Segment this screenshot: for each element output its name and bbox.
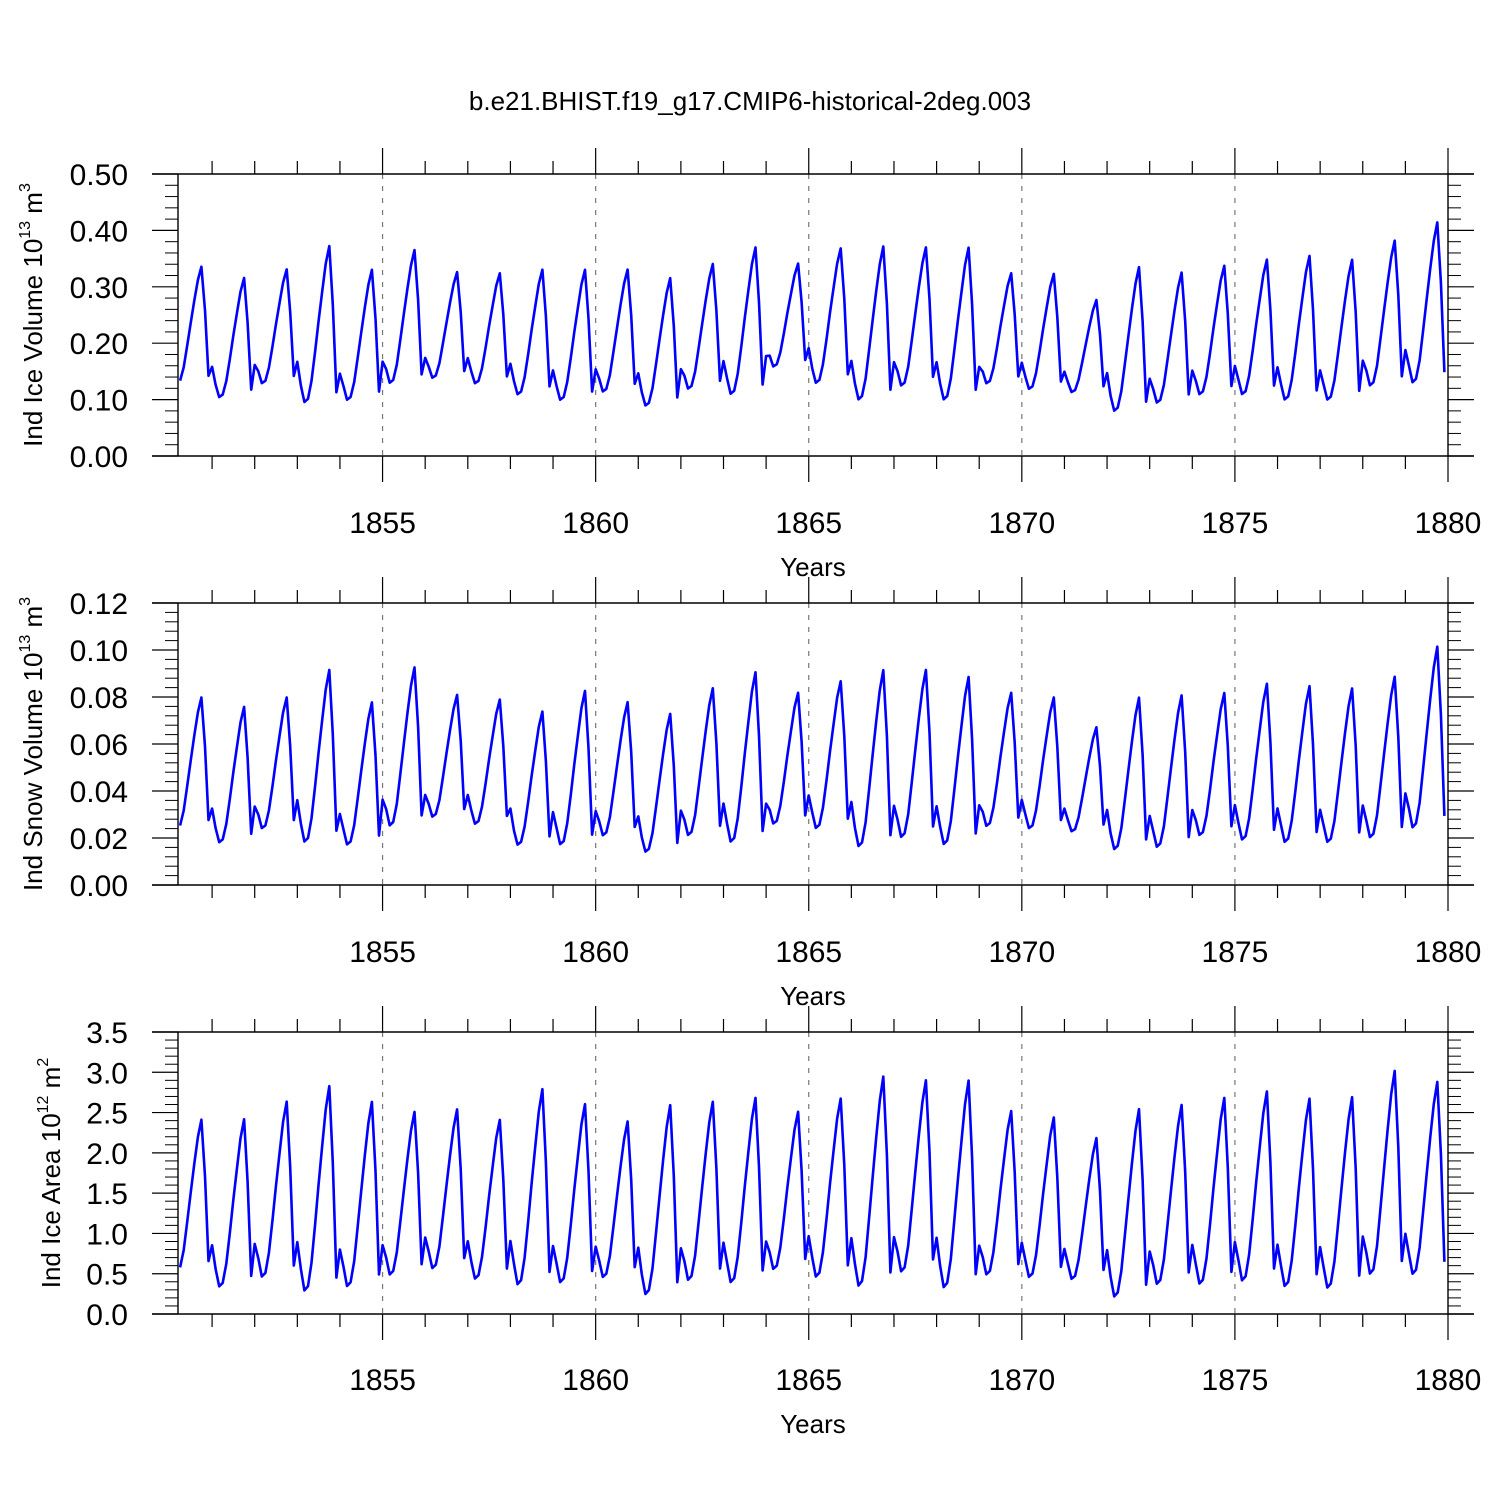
x-tick-label-1870: 1870	[988, 1364, 1055, 1397]
y-tick-label-1: 0.10	[70, 385, 128, 418]
x-tick-label-1865: 1865	[775, 936, 842, 969]
x-tick-label-1880: 1880	[1415, 936, 1482, 969]
x-tick-label-1860: 1860	[562, 507, 629, 540]
x-axis-title: Years	[780, 1409, 846, 1439]
y-tick-label-5: 0.10	[70, 635, 128, 668]
y-tick-label-0: 0.00	[70, 870, 128, 903]
y-tick-label-2: 1.0	[86, 1218, 128, 1251]
y-tick-label-4: 2.0	[86, 1138, 128, 1171]
x-axis-title: Years	[780, 981, 846, 1011]
panel-snow-volume: 1855 1860 1865 1870 1875 1880 Years 0.00 0.02 0.0…	[17, 577, 1481, 1011]
y-tick-label-4: 0.40	[70, 215, 128, 248]
panel-ice-area-content: 1855 1860 1865 1870 1875 1880 Years 0.0 0.5 1.0 1.…	[35, 1006, 1481, 1439]
y-tick-label-7: 3.5	[86, 1017, 128, 1050]
x-tick-label-1875: 1875	[1202, 507, 1269, 540]
x-tick-label-1870: 1870	[988, 936, 1055, 969]
panel-snow-volume-content: 1855 1860 1865 1870 1875 1880 Years 0.00 0.02 0.0…	[17, 577, 1481, 1011]
y-tick-label-5: 0.50	[70, 159, 128, 192]
x-tick-label-1880: 1880	[1415, 507, 1482, 540]
y-tick-label-4: 0.08	[70, 682, 128, 715]
y-tick-label-1: 0.02	[70, 823, 128, 856]
y-tick-label-1: 0.5	[86, 1259, 128, 1292]
y-axis-title: Ind Ice Area 1012 m2	[35, 1058, 66, 1289]
x-tick-label-1855: 1855	[349, 936, 416, 969]
x-tick-label-1860: 1860	[562, 1364, 629, 1397]
y-tick-label-3: 1.5	[86, 1178, 128, 1211]
y-tick-label-2: 0.20	[70, 328, 128, 361]
x-tick-label-1865: 1865	[775, 1364, 842, 1397]
y-tick-label-0: 0.0	[86, 1299, 128, 1332]
panel-ice-volume-content: 1855 1860 1865 1870 1875 1880 Years 0.00 0.10 0.2…	[17, 148, 1481, 582]
y-tick-label-6: 3.0	[86, 1057, 128, 1090]
x-tick-label-1875: 1875	[1202, 1364, 1269, 1397]
series-line	[178, 221, 1446, 412]
x-tick-label-1865: 1865	[775, 507, 842, 540]
x-tick-label-1870: 1870	[988, 507, 1055, 540]
y-axis-title: Ind Ice Volume 1013 m3	[17, 183, 48, 447]
page-title: b.e21.BHIST.f19_g17.CMIP6-historical-2de…	[469, 86, 1031, 116]
y-tick-label-2: 0.04	[70, 776, 128, 809]
y-tick-label-3: 0.30	[70, 272, 128, 305]
x-tick-label-1855: 1855	[349, 507, 416, 540]
panel-ice-area: 1855 1860 1865 1870 1875 1880 Years 0.0 0.5 1.0 1.…	[35, 1006, 1481, 1439]
x-tick-label-1860: 1860	[562, 936, 629, 969]
panel-ice-volume: 1855 1860 1865 1870 1875 1880 Years 0.00 0.10 0.2…	[17, 148, 1481, 582]
y-tick-label-0: 0.00	[70, 441, 128, 474]
y-axis-title: Ind Snow Volume 1013 m3	[17, 597, 48, 891]
series-line	[178, 645, 1446, 853]
x-tick-label-1880: 1880	[1415, 1364, 1482, 1397]
x-axis-title: Years	[780, 552, 846, 582]
x-tick-label-1875: 1875	[1202, 936, 1269, 969]
series-line	[178, 1069, 1446, 1298]
y-tick-label-3: 0.06	[70, 729, 128, 762]
y-tick-label-5: 2.5	[86, 1098, 128, 1131]
y-tick-label-6: 0.12	[70, 588, 128, 621]
x-tick-label-1855: 1855	[349, 1364, 416, 1397]
